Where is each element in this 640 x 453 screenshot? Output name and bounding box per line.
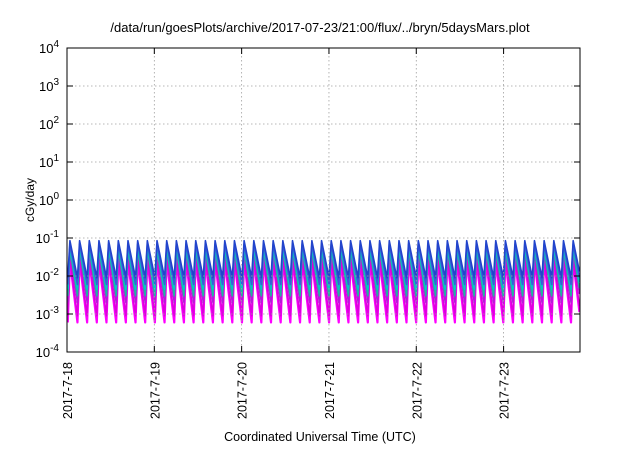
chart-title: /data/run/goesPlots/archive/2017-07-23/2…	[110, 20, 530, 35]
y-tick-label: 101	[39, 153, 59, 170]
x-tick-label: 2017-7-19	[148, 362, 162, 419]
y-tick-label: 104	[39, 39, 59, 56]
y-tick-label: 100	[39, 191, 59, 208]
y-axis-label: cGy/day	[23, 177, 37, 223]
y-tick-label: 10-4	[36, 343, 60, 360]
plot-frame	[66, 47, 581, 353]
x-tick-label: 2017-7-22	[410, 362, 424, 419]
x-tick-label: 2017-7-21	[323, 362, 337, 419]
x-tick-label: 2017-7-18	[61, 362, 75, 419]
y-tick-label: 102	[39, 115, 59, 132]
x-tick-label: 2017-7-20	[236, 362, 250, 419]
data-series-7	[66, 239, 581, 279]
y-tick-label: 10-3	[36, 305, 60, 322]
y-tick-label: 103	[39, 77, 59, 94]
y-tick-label: 10-2	[36, 267, 60, 284]
x-tick-label: 2017-7-23	[498, 362, 512, 419]
x-axis-label: Coordinated Universal Time (UTC)	[224, 430, 416, 444]
y-tick-label: 10-1	[36, 229, 60, 246]
